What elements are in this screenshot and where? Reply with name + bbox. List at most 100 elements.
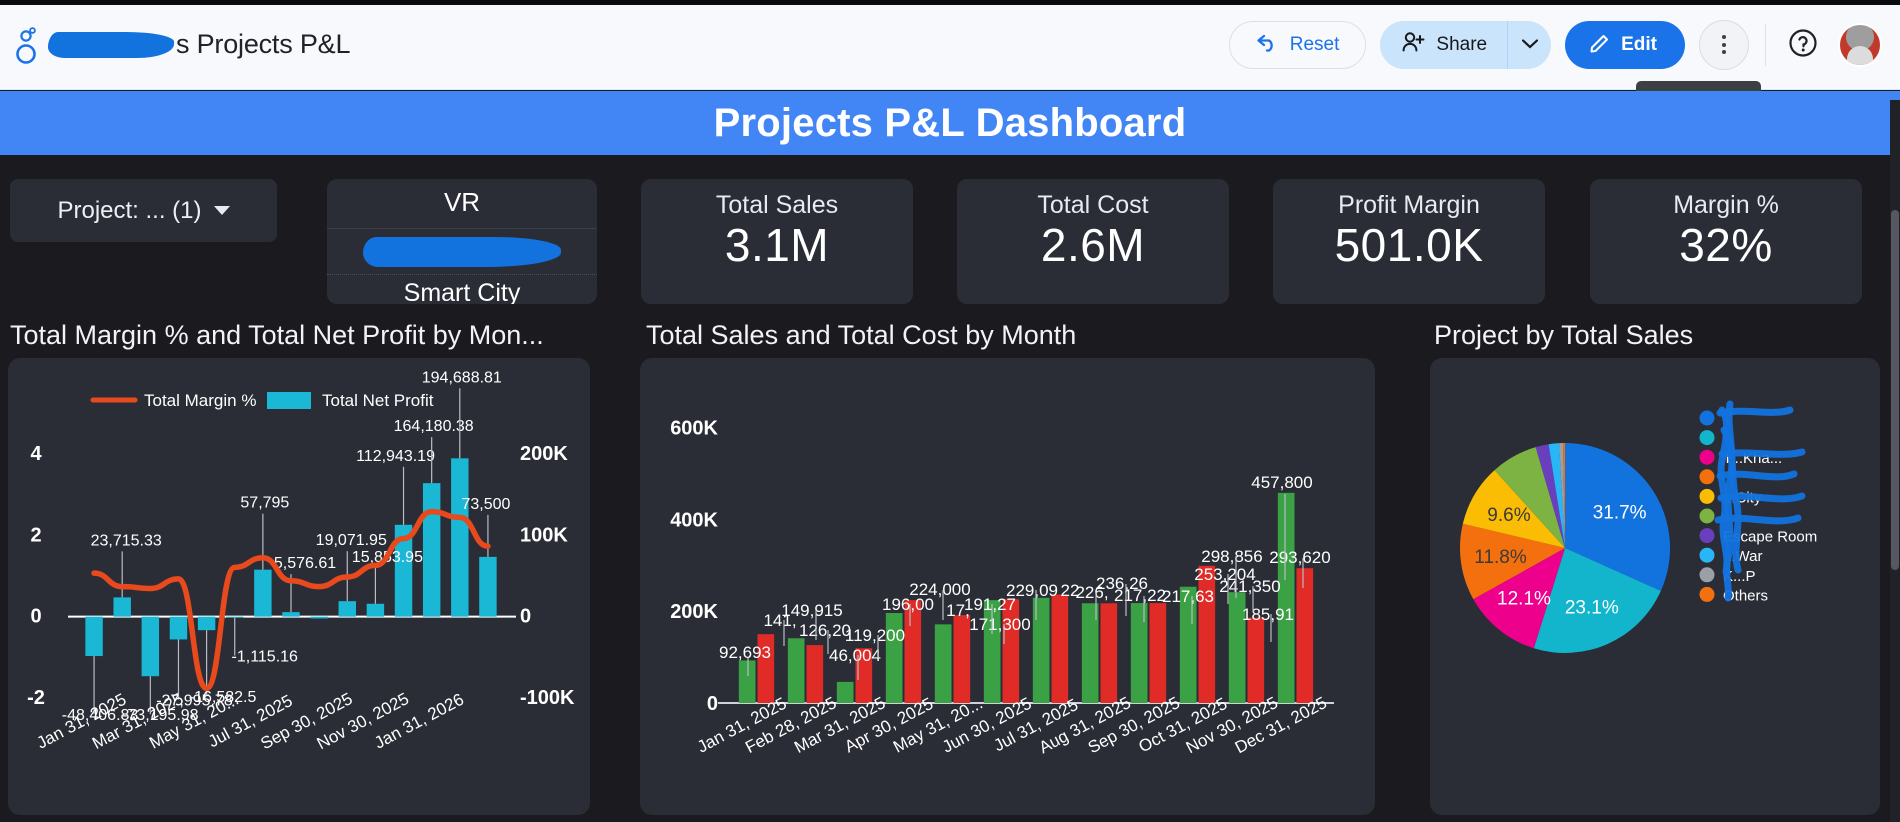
help-circle-icon	[1788, 28, 1818, 61]
pie-slice[interactable]	[1565, 443, 1670, 591]
chart2-bar-cost[interactable]	[855, 648, 873, 703]
chart2-svg: 600K 400K 200K 0 92,693 141,149,915126,20119,…	[670, 418, 1334, 757]
pie-percent-label: 12.1%	[1497, 589, 1551, 610]
share-dropdown-toggle[interactable]	[1507, 20, 1551, 69]
chart3-panel[interactable]: 31.7% 23.1% 12.1% 11.8% 9.6% T...Kha... ...Cit…	[1430, 358, 1880, 815]
kpi-card-margin-percent[interactable]: Margin % 32%	[1590, 179, 1862, 304]
pie-slice[interactable]	[1533, 548, 1661, 653]
kpi-card-total-cost[interactable]: Total Cost 2.6M	[957, 179, 1229, 304]
chart1-left-tick: 2	[30, 524, 41, 546]
vertical-scrollbar-thumb[interactable]	[1891, 210, 1899, 570]
chart1-bar[interactable]	[338, 601, 356, 617]
vr-table-row-smart-city: Smart City	[403, 279, 521, 304]
pie-percent-label: 11.8%	[1474, 547, 1527, 568]
chart2-value-label: 298,856	[1201, 547, 1262, 566]
chart2-bar-cost[interactable]	[904, 600, 922, 703]
chart1-bar[interactable]	[310, 616, 328, 619]
more-options-button[interactable]	[1699, 19, 1749, 70]
chart2-value-label: 46,004	[829, 646, 881, 665]
pie-slice[interactable]	[1535, 444, 1565, 548]
chart2-value-label: 149,915	[781, 601, 842, 620]
chart1-bar[interactable]	[226, 616, 244, 618]
chart2-bar-sales[interactable]	[1081, 603, 1099, 703]
chart2-bar-cost[interactable]	[1002, 599, 1020, 703]
pie-slice[interactable]	[1473, 548, 1565, 649]
chart2-bar-sales[interactable]	[1228, 592, 1246, 703]
chart1-bar[interactable]	[394, 524, 413, 617]
legend-label-margin: Total Margin %	[144, 391, 256, 410]
chart2-bar-cost[interactable]	[806, 645, 824, 703]
chart2-panel[interactable]: 600K 400K 200K 0 92,693 141, 149,915 126,20 119,…	[640, 358, 1375, 815]
reset-button[interactable]: Reset	[1228, 20, 1367, 69]
chevron-down-icon	[213, 206, 230, 215]
chart2-ytick: 600K	[670, 418, 718, 440]
edit-button[interactable]: Edit	[1565, 20, 1685, 69]
vertical-scrollbar-track[interactable]	[1890, 100, 1900, 822]
chart2-bar-cost[interactable]	[1198, 565, 1216, 703]
chart1-bar[interactable]	[254, 569, 272, 617]
chart1-bar[interactable]	[85, 616, 103, 657]
chart2-value-label: 196,00	[882, 595, 934, 614]
chart2-bar-sales[interactable]	[738, 660, 756, 703]
chart2-bar-cost[interactable]	[1149, 603, 1167, 703]
chart1-bar[interactable]	[141, 616, 160, 677]
avatar[interactable]	[1838, 22, 1882, 67]
chart1-bar[interactable]	[197, 616, 216, 631]
chart2-value-label: 293,620	[1269, 548, 1330, 567]
chart1-value-label: -16,582.5	[189, 689, 257, 706]
chart1-right-tick: 200K	[520, 443, 568, 465]
chart1-right-tick: -100K	[520, 687, 575, 709]
pie-slice[interactable]	[1548, 443, 1565, 548]
chart2-value-label: 224,000	[909, 580, 970, 599]
looker-studio-logo-icon	[8, 21, 48, 69]
chart2-bar-sales[interactable]	[934, 624, 952, 703]
chart1-value-label: -1,115.16	[232, 649, 299, 666]
chart2-bar-cost[interactable]	[1247, 617, 1265, 703]
toolbar-actions: Reset Share	[1228, 19, 1900, 70]
chart1-bar[interactable]	[113, 597, 131, 617]
chart2-bar-sales[interactable]	[787, 638, 805, 703]
chart1-left-tick: 4	[30, 443, 42, 465]
pie-slice[interactable]	[1559, 443, 1565, 548]
chart2-bar-cost[interactable]	[1051, 594, 1069, 703]
chart2-bar-sales[interactable]	[1032, 597, 1050, 703]
chart2-bar-sales[interactable]	[983, 600, 1001, 703]
project-filter-dropdown[interactable]: Project: ... (1)	[10, 179, 277, 242]
chart1-panel[interactable]: Total Margin % Total Net Profit 4 2 0 -2 200K 1…	[8, 358, 590, 815]
chart2-bar-sales[interactable]	[885, 613, 903, 703]
chart2-bar-sales[interactable]	[1277, 492, 1295, 703]
pie-slice[interactable]	[1460, 523, 1565, 600]
chart2-value-label: 191,27	[964, 595, 1016, 614]
chart2-ytick: 400K	[670, 509, 718, 531]
chart2-bar-cost[interactable]	[757, 634, 775, 703]
share-button[interactable]: Share	[1380, 21, 1507, 69]
chart1-value-label: 57,795	[240, 495, 289, 512]
pie-slice[interactable]	[1462, 470, 1565, 548]
chart1-bar[interactable]	[282, 612, 300, 617]
chart2-bar-sales[interactable]	[836, 681, 854, 703]
chart2-bar-sales[interactable]	[1130, 603, 1148, 703]
chart1-bar[interactable]	[422, 483, 441, 617]
chart1-bar[interactable]	[451, 458, 469, 617]
chart2-bar-cost[interactable]	[953, 615, 971, 703]
chart2-value-label: 457,800	[1251, 473, 1312, 492]
pie-slice[interactable]	[1563, 443, 1565, 548]
pie-slice[interactable]	[1494, 447, 1565, 548]
kpi-card-profit-margin[interactable]: Profit Margin 501.0K	[1273, 179, 1545, 304]
chart1-bar[interactable]	[169, 616, 188, 640]
document-title[interactable]: s Projects P&L	[47, 29, 350, 60]
chart1-margin-line[interactable]	[91, 508, 491, 692]
edit-label: Edit	[1621, 33, 1657, 55]
report-canvas: Project: ... (1) VR Smart City Total Sal…	[0, 155, 1900, 822]
chart1-bar[interactable]	[479, 556, 497, 617]
kpi-card-total-sales[interactable]: Total Sales 3.1M	[641, 179, 913, 304]
chart2-bar-cost[interactable]	[1100, 603, 1118, 703]
dashboard-banner: Projects P&L Dashboard	[0, 91, 1900, 155]
vr-table-card[interactable]: VR Smart City	[327, 179, 597, 304]
chart1-bar[interactable]	[366, 603, 385, 617]
help-button[interactable]	[1782, 24, 1824, 66]
vr-table-row-redacted	[327, 229, 597, 275]
chart1-value-label: -73,195.98	[122, 707, 199, 724]
kpi-label: Profit Margin	[1338, 191, 1480, 219]
chart2-bar-cost[interactable]	[1296, 568, 1314, 703]
